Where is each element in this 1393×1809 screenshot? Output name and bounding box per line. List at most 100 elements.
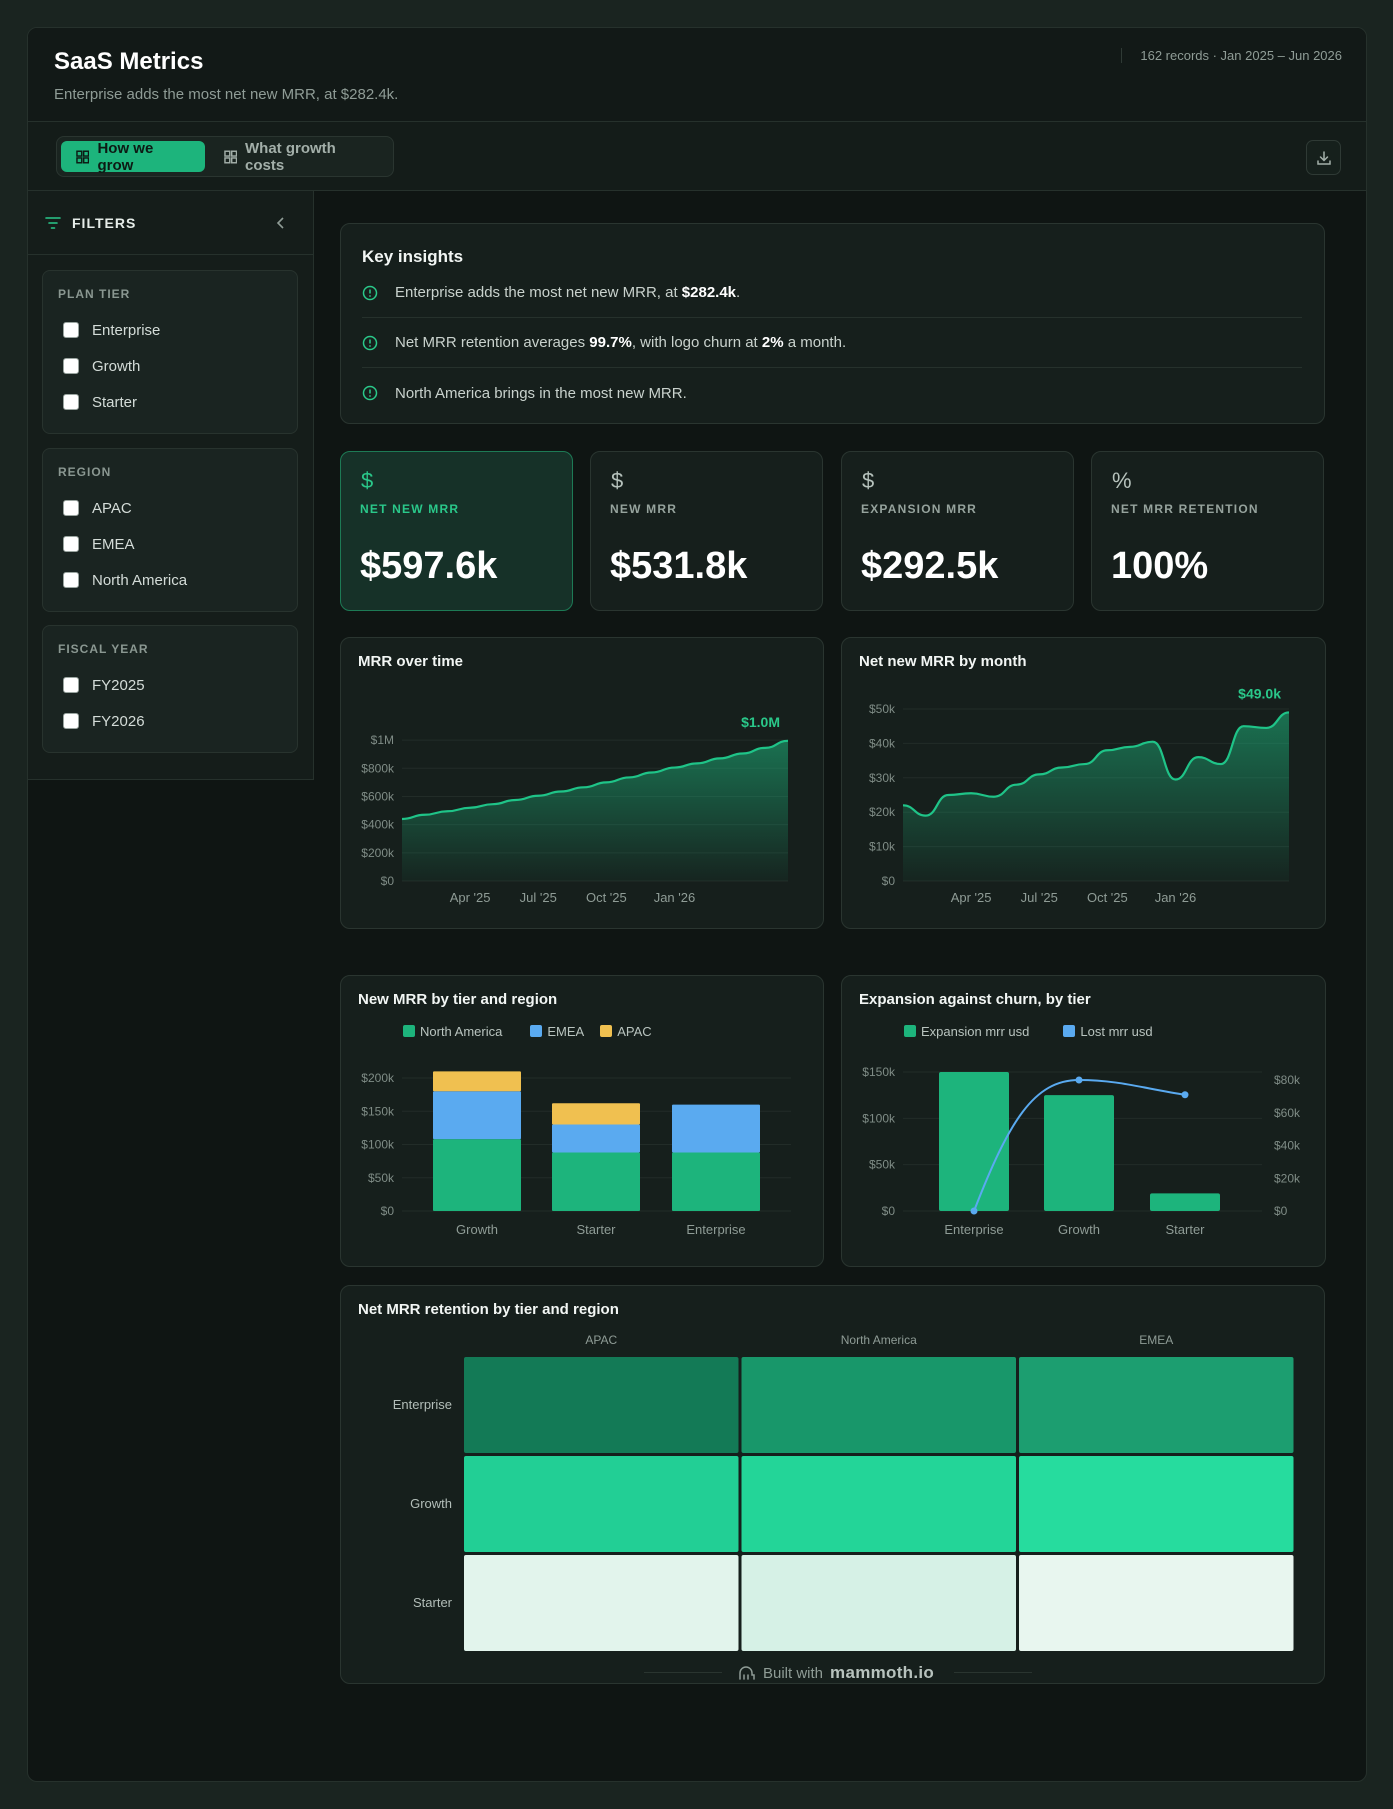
series-area xyxy=(903,712,1289,881)
kpi-new-mrr: $ NEW MRR $531.8k xyxy=(590,451,823,611)
bar-segment xyxy=(433,1071,521,1092)
filter-option-fy2025[interactable]: FY2025 xyxy=(63,676,145,694)
heatmap-cell xyxy=(464,1357,739,1453)
y-tick-label-right: $20k xyxy=(1274,1171,1301,1185)
line-point xyxy=(970,1207,978,1215)
row-label: Growth xyxy=(410,1496,452,1511)
checkbox[interactable] xyxy=(63,572,79,588)
y-tick-label: $30k xyxy=(869,771,896,785)
kpi-value: $531.8k xyxy=(610,545,748,587)
checkbox[interactable] xyxy=(63,322,79,338)
end-value-label: $49.0k xyxy=(1238,685,1281,701)
kpi-label: EXPANSION MRR xyxy=(861,502,978,516)
net-new-mrr-card: $0 $10k $20k $30k $40k $50k Apr '25 Jul '25 Oct … xyxy=(841,637,1326,929)
page-title: SaaS Metrics xyxy=(54,48,204,75)
alert-circle-icon xyxy=(362,335,378,350)
collapse-chevron-icon[interactable] xyxy=(276,216,286,230)
y-tick-label: $100k xyxy=(361,1138,395,1152)
expansion-churn-card: $0 $50k $100k $150k $0 $20k $40k $60k $80k Enterp… xyxy=(841,975,1326,1267)
app-frame: SaaS Metrics Enterprise adds the most ne… xyxy=(27,27,1367,1782)
line-series xyxy=(973,1078,1186,1212)
series-line xyxy=(401,739,789,821)
download-button[interactable] xyxy=(1306,140,1341,175)
filter-option-starter[interactable]: Starter xyxy=(63,393,137,411)
insight-highlight: $282.4k xyxy=(681,284,737,301)
y-tick-label-right: $0 xyxy=(1274,1204,1288,1218)
row-label: Starter xyxy=(413,1595,453,1610)
y-tick-label: $0 xyxy=(381,1204,395,1218)
retention-heatmap-chart: APAC North America EMEA Enterprise Growth Sta… xyxy=(393,1333,1294,1651)
y-tick-label-left: $150k xyxy=(862,1065,896,1079)
mammoth-logo-icon xyxy=(739,1666,755,1680)
tab-group: How we grow What growth costs xyxy=(56,136,394,177)
insights-title: Key insights xyxy=(362,247,464,266)
tab-bar: How we grow What growth costs xyxy=(28,122,1366,191)
filter-option-fy2026[interactable]: FY2026 xyxy=(63,712,145,730)
heatmap-cell xyxy=(1019,1555,1294,1651)
option-label: Enterprise xyxy=(92,321,161,339)
y-tick-label: $20k xyxy=(869,805,896,819)
tab-label: How we grow xyxy=(97,139,154,174)
filter-option-emea[interactable]: EMEA xyxy=(63,535,135,553)
checkbox[interactable] xyxy=(63,500,79,516)
retention-heatmap-card: APAC North America EMEA Enterprise Growth Sta… xyxy=(340,1285,1325,1684)
tab-what-growth-costs[interactable]: What growth costs xyxy=(209,139,389,174)
checkbox[interactable] xyxy=(63,394,79,410)
filters-title: FILTERS xyxy=(72,215,137,231)
row-label: Enterprise xyxy=(393,1397,452,1412)
chart-title: New MRR by tier and region xyxy=(358,991,558,1008)
checkbox[interactable] xyxy=(63,358,79,374)
kpi-label: NEW MRR xyxy=(610,502,678,516)
kpi-value: $597.6k xyxy=(360,545,498,587)
net-new-mrr-chart: $0 $10k $20k $30k $40k $50k Apr '25 Jul '25 Oct … xyxy=(869,685,1290,905)
heatmap-cell xyxy=(741,1555,1016,1651)
filter-group-plan-tier: PLAN TIER Enterprise Growth Starter xyxy=(42,270,298,434)
option-label: FY2025 xyxy=(92,676,145,694)
bar-segment xyxy=(552,1152,640,1211)
grid-icon xyxy=(76,150,90,163)
kpi-label: NET MRR RETENTION xyxy=(1111,502,1259,516)
x-tick-label: Oct '25 xyxy=(1087,890,1128,905)
built-with[interactable]: Built with mammoth.io xyxy=(738,1663,934,1683)
chart-legend: North America EMEA APAC xyxy=(403,1024,652,1039)
column-label: APAC xyxy=(585,1333,617,1347)
filter-option-north-america[interactable]: North America xyxy=(63,571,187,589)
bar-segment xyxy=(433,1091,521,1140)
y-tick-label: $40k xyxy=(869,736,896,750)
y-tick-label: $1M xyxy=(371,733,394,747)
alert-circle-icon xyxy=(362,285,378,300)
end-value-label: $1.0M xyxy=(741,714,780,730)
y-tick-label-right: $60k xyxy=(1274,1106,1301,1120)
option-label: FY2026 xyxy=(92,712,145,730)
insight-text-part: , with logo churn at xyxy=(631,334,762,351)
y-tick-label: $400k xyxy=(361,818,395,832)
checkbox[interactable] xyxy=(63,536,79,552)
chart-title: MRR over time xyxy=(358,653,464,670)
insight-text-part: North America brings in the most new MRR… xyxy=(395,384,687,402)
insight-text: Enterprise adds the most net new MRR, at… xyxy=(395,284,740,301)
y-tick-label-left: $0 xyxy=(882,1204,896,1218)
x-tick-label: Growth xyxy=(1058,1222,1100,1237)
insight-text-part: Net MRR retention averages xyxy=(395,334,590,351)
tab-label: What growth costs xyxy=(245,139,336,174)
series-area xyxy=(402,740,788,881)
y-tick-label: $800k xyxy=(361,761,395,775)
filter-option-growth[interactable]: Growth xyxy=(63,357,140,375)
filter-option-enterprise[interactable]: Enterprise xyxy=(63,321,160,339)
filter-option-apac[interactable]: APAC xyxy=(63,499,132,517)
x-tick-label: Apr '25 xyxy=(951,890,992,905)
y-tick-label: $0 xyxy=(381,874,395,888)
legend-label: Expansion mrr usd xyxy=(921,1024,1030,1039)
legend-item: North America xyxy=(403,1024,502,1039)
heatmap-cell xyxy=(1019,1357,1294,1453)
x-tick-label: Growth xyxy=(456,1222,498,1237)
insight-highlight: 99.7% xyxy=(589,334,632,351)
chart-legend: Expansion mrr usd Lost mrr usd xyxy=(904,1024,1153,1039)
checkbox[interactable] xyxy=(63,677,79,693)
checkbox[interactable] xyxy=(63,713,79,729)
y-tick-label: $150k xyxy=(361,1104,395,1118)
bar xyxy=(1044,1095,1114,1211)
column-label: North America xyxy=(841,1333,917,1347)
tab-how-we-grow[interactable]: How we grow xyxy=(61,139,205,174)
alert-circle-icon xyxy=(362,385,378,401)
